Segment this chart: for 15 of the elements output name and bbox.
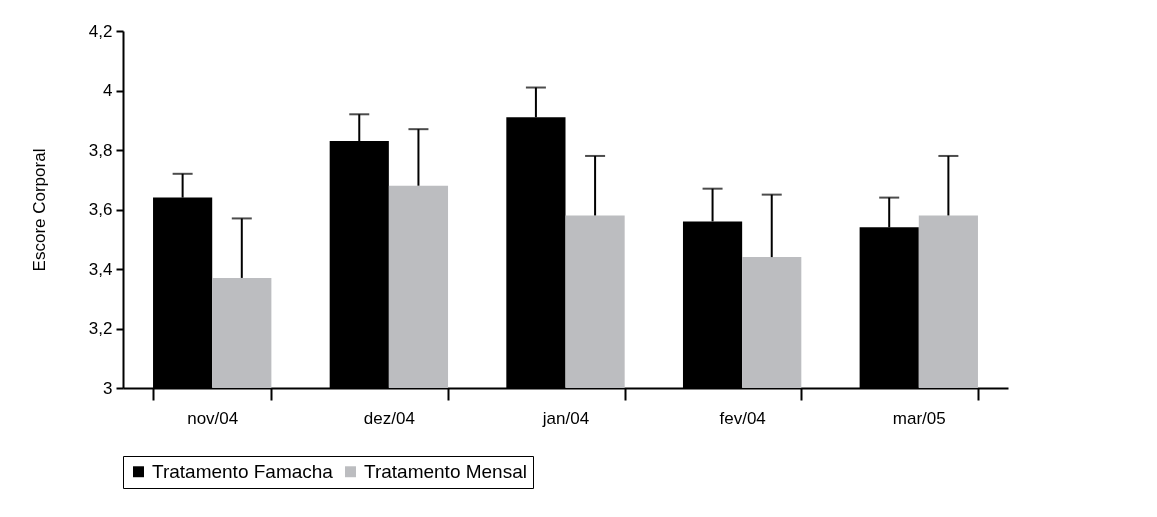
y-tick-label: 3 <box>103 378 113 398</box>
y-tick-label: 3,8 <box>88 140 113 160</box>
x-tick-label: nov/04 <box>187 408 239 428</box>
y-tick-label: 3,4 <box>88 259 113 279</box>
y-axis-title: Escore Corporal <box>29 148 49 272</box>
x-tick-label: jan/04 <box>541 408 590 428</box>
y-tick-label: 4 <box>103 81 113 100</box>
x-tick-label: mar/05 <box>892 408 946 428</box>
y-tick-label: 3,2 <box>88 319 113 338</box>
x-tick-label: fev/04 <box>719 408 766 428</box>
legend-label: Tratamento Famacha <box>152 460 334 482</box>
y-tick-label: 3,6 <box>88 200 113 219</box>
legend-label: Tratamento Mensal <box>364 460 527 482</box>
y-tick-label: 4,2 <box>88 21 113 41</box>
x-tick-label: dez/04 <box>363 408 415 428</box>
